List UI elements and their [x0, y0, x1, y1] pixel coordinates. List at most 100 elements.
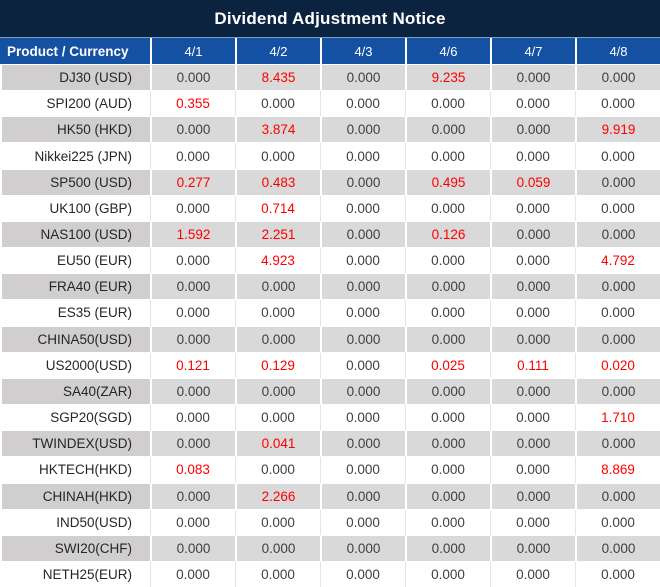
product-name-cell: UK100 (GBP) — [49, 200, 132, 216]
dividend-value-cell: 0.000 — [320, 535, 405, 561]
dividend-value-cell: 0.000 — [150, 65, 235, 91]
dividend-value-cell: 0.000 — [235, 274, 320, 300]
dividend-value-cell: 0.025 — [405, 352, 490, 378]
dividend-value-cell: 0.000 — [490, 65, 575, 91]
dividend-value-cell: 0.121 — [150, 352, 235, 378]
dividend-value-cell: 0.000 — [235, 300, 320, 326]
product-name-cell: SP500 (USD) — [0, 169, 150, 195]
product-name-cell: NETH25(EUR) — [42, 567, 132, 583]
product-name-cell: TWINDEX(USD) — [0, 431, 150, 457]
dividend-value-cell: 0.000 — [150, 300, 235, 326]
table-row: FRA40 (EUR) 0.000 0.000 0.000 0.000 0.000 0.0… — [0, 273, 660, 301]
table-row: TWINDEX(USD) 0.000 0.041 0.000 0.000 0.000 0.… — [0, 430, 660, 458]
dividend-value-cell: 0.000 — [490, 274, 575, 300]
dividend-value-cell: 4.792 — [575, 248, 660, 274]
dividend-value-cell: 0.000 — [320, 117, 405, 143]
dividend-value-cell: 0.041 — [235, 431, 320, 457]
dividend-value-cell: 0.495 — [405, 169, 490, 195]
table-row: CHINA50(USD) 0.000 0.000 0.000 0.000 0.000 0.… — [0, 325, 660, 353]
dividend-value-cell: 0.000 — [320, 169, 405, 195]
dividend-value-cell: 0.000 — [320, 91, 405, 117]
table-row: US2000(USD) 0.121 0.129 0.000 0.025 0.111 0.0… — [0, 352, 660, 378]
dividend-value-cell: 0.000 — [320, 431, 405, 457]
dividend-value-cell: 0.000 — [575, 143, 660, 169]
table-row: EU50 (EUR) 0.000 4.923 0.000 0.000 0.000 4.79… — [0, 248, 660, 274]
dividend-value-cell: 0.714 — [235, 195, 320, 221]
dividend-value-cell: 0.083 — [150, 457, 235, 483]
product-name-cell: US2000(USD) — [45, 357, 132, 373]
dividend-value-cell: 0.000 — [490, 117, 575, 143]
product-name-cell: HKTECH(HKD) — [39, 462, 132, 478]
column-header-date: 4/2 — [235, 38, 320, 64]
table-row: SA40(ZAR) 0.000 0.000 0.000 0.000 0.000 0.000 — [0, 377, 660, 406]
table-row: NAS100 (USD) 1.592 2.251 0.000 0.126 0.000 0.… — [0, 220, 660, 249]
dividend-value-cell: 0.000 — [405, 535, 490, 561]
table-row: DJ30 (USD) 0.000 8.435 0.000 9.235 0.000 0.00… — [0, 64, 660, 92]
dividend-value-cell: 0.000 — [490, 457, 575, 483]
page-title: Dividend Adjustment Notice — [0, 0, 660, 37]
dividend-value-cell: 0.000 — [320, 352, 405, 378]
table-row: NETH25(EUR) 0.000 0.000 0.000 0.000 0.000 0.0… — [0, 561, 660, 587]
dividend-value-cell: 0.000 — [150, 535, 235, 561]
dividend-value-cell: 0.000 — [235, 457, 320, 483]
dividend-value-cell: 0.000 — [320, 195, 405, 221]
dividend-value-cell: 0.000 — [405, 509, 490, 535]
dividend-value-cell: 0.000 — [405, 274, 490, 300]
dividend-value-cell: 0.000 — [575, 65, 660, 91]
dividend-value-cell: 0.000 — [575, 483, 660, 509]
column-header-date: 4/1 — [150, 38, 235, 64]
dividend-value-cell: 0.000 — [235, 326, 320, 352]
product-name-cell: CHINAH(HKD) — [0, 483, 150, 509]
table-row: CHINAH(HKD) 0.000 2.266 0.000 0.000 0.000 0.0… — [0, 482, 660, 510]
dividend-value-cell: 0.000 — [490, 509, 575, 535]
dividend-value-cell: 0.000 — [235, 535, 320, 561]
dividend-value-cell: 0.000 — [490, 431, 575, 457]
product-name-cell: ES35 (EUR) — [57, 305, 132, 321]
dividend-value-cell: 0.000 — [320, 405, 405, 431]
dividend-value-cell: 0.000 — [405, 117, 490, 143]
product-name-cell: SPI200 (AUD) — [46, 96, 132, 112]
dividend-value-cell: 0.000 — [490, 221, 575, 248]
dividend-value-cell: 0.000 — [575, 378, 660, 405]
dividend-value-cell: 0.000 — [235, 561, 320, 587]
dividend-value-cell: 0.000 — [150, 143, 235, 169]
product-name-cell: CHINA50(USD) — [0, 326, 150, 352]
dividend-value-cell: 0.000 — [405, 431, 490, 457]
dividend-value-cell: 0.355 — [150, 91, 235, 117]
table-row: SP500 (USD) 0.277 0.483 0.000 0.495 0.059 0.0… — [0, 168, 660, 196]
dividend-value-cell: 0.000 — [150, 431, 235, 457]
product-name-cell: Nikkei225 (JPN) — [34, 148, 132, 164]
table-row: ES35 (EUR) 0.000 0.000 0.000 0.000 0.000 0.00… — [0, 300, 660, 326]
dividend-value-cell: 0.000 — [320, 378, 405, 405]
dividend-value-cell: 0.000 — [490, 535, 575, 561]
dividend-value-cell: 0.059 — [490, 169, 575, 195]
dividend-value-cell: 0.000 — [320, 561, 405, 587]
dividend-value-cell: 0.000 — [575, 91, 660, 117]
dividend-value-cell: 0.000 — [150, 326, 235, 352]
dividend-value-cell: 0.000 — [575, 195, 660, 221]
product-name-cell: SGP20(SGD) — [50, 410, 132, 426]
dividend-value-cell: 0.277 — [150, 169, 235, 195]
dividend-value-cell: 0.000 — [150, 405, 235, 431]
dividend-value-cell: 0.000 — [490, 378, 575, 405]
table-row: HKTECH(HKD) 0.083 0.000 0.000 0.000 0.000 8.8… — [0, 457, 660, 483]
dividend-value-cell: 0.000 — [405, 300, 490, 326]
product-name-cell: EU50 (EUR) — [56, 253, 132, 269]
product-name-cell: SA40(ZAR) — [0, 378, 150, 405]
product-name-cell: SWI20(CHF) — [0, 535, 150, 561]
dividend-value-cell: 3.874 — [235, 117, 320, 143]
table-body: DJ30 (USD) 0.000 8.435 0.000 9.235 0.000 0.00… — [0, 64, 660, 587]
table-row: SPI200 (AUD) 0.355 0.000 0.000 0.000 0.000 0.… — [0, 91, 660, 117]
dividend-value-cell: 0.000 — [235, 378, 320, 405]
dividend-value-cell: 0.000 — [235, 143, 320, 169]
dividend-value-cell: 2.266 — [235, 483, 320, 509]
dividend-value-cell: 0.000 — [320, 221, 405, 248]
dividend-value-cell: 0.000 — [150, 274, 235, 300]
dividend-value-cell: 0.000 — [405, 457, 490, 483]
dividend-value-cell: 0.000 — [575, 300, 660, 326]
dividend-value-cell: 0.000 — [490, 195, 575, 221]
dividend-value-cell: 0.000 — [575, 535, 660, 561]
dividend-value-cell: 0.000 — [320, 457, 405, 483]
dividend-value-cell: 0.000 — [320, 274, 405, 300]
dividend-value-cell: 0.000 — [405, 143, 490, 169]
